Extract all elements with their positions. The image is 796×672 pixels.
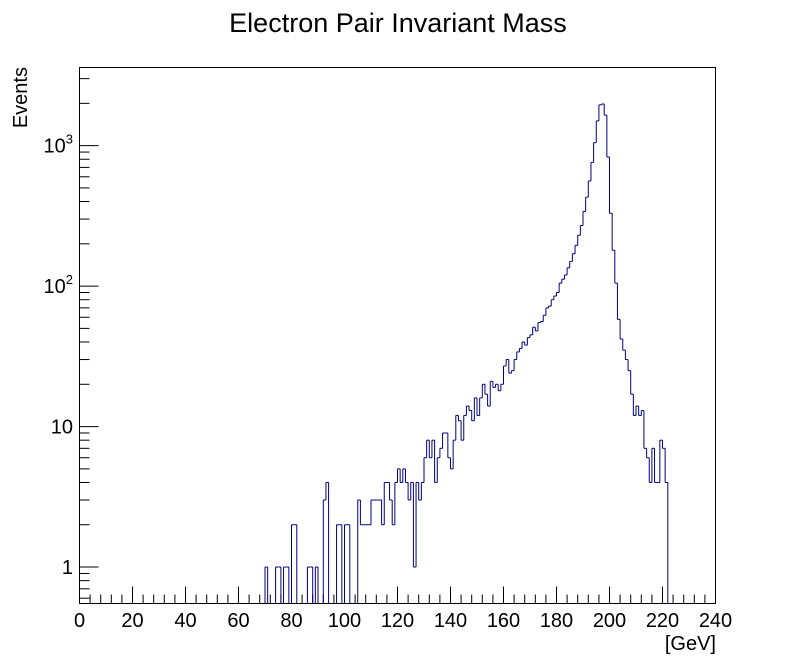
x-tick-label: 160 [487, 610, 520, 632]
y-axis-label: Events [10, 67, 32, 128]
x-tick-label: 200 [593, 610, 626, 632]
x-tick-label: 80 [280, 610, 302, 632]
y-tick-label: 103 [44, 132, 73, 158]
y-axis-tick-labels: 1 10 102 103 [44, 132, 73, 579]
x-tick-label: 180 [540, 610, 573, 632]
x-tick-label: 40 [174, 610, 196, 632]
x-tick-label: 220 [646, 610, 679, 632]
x-axis-ticks [80, 587, 716, 604]
y-tick-label: 1 [62, 557, 73, 579]
x-axis-label: [GeV] [665, 633, 716, 655]
y-axis-ticks [80, 79, 99, 599]
x-tick-label: 120 [381, 610, 414, 632]
x-tick-label: 0 [74, 610, 85, 632]
x-tick-label: 60 [227, 610, 249, 632]
x-axis-tick-labels: 0 20 40 60 80 100 120 140 160 180 200 220 240 [74, 610, 732, 632]
y-tick-label: 102 [44, 272, 73, 298]
histogram-bins [265, 104, 668, 604]
x-tick-label: 240 [699, 610, 732, 632]
y-tick-label: 10 [51, 417, 73, 439]
chart-title: Electron Pair Invariant Mass [229, 8, 567, 38]
x-tick-label: 140 [434, 610, 467, 632]
x-tick-label: 100 [328, 610, 361, 632]
x-tick-label: 20 [121, 610, 143, 632]
